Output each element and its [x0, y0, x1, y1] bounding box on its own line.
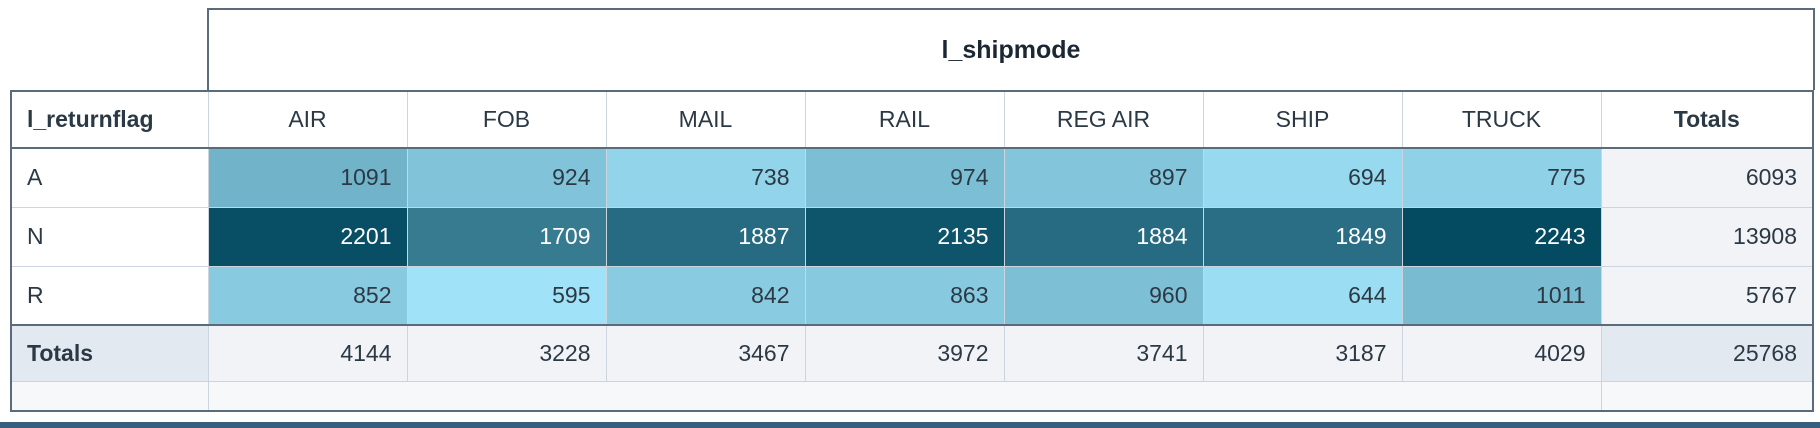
column-header-reg-air: REG AIR	[1003, 90, 1204, 149]
empty-row	[10, 380, 1814, 412]
row-label: R	[10, 265, 209, 326]
row-label: A	[10, 147, 209, 208]
column-total-cell: 4144	[207, 324, 408, 382]
value-cell: 924	[406, 147, 607, 208]
empty-row-cell	[207, 380, 1602, 412]
value-cell: 897	[1003, 147, 1204, 208]
column-header-mail: MAIL	[605, 90, 806, 149]
value-cell: 1709	[406, 206, 607, 267]
column-total-cell: 3741	[1003, 324, 1204, 382]
value-cell: 2201	[207, 206, 408, 267]
value-cell: 694	[1202, 147, 1403, 208]
value-cell: 2135	[804, 206, 1005, 267]
value-cell: 1887	[605, 206, 806, 267]
value-cell: 1849	[1202, 206, 1403, 267]
value-cell: 775	[1401, 147, 1602, 208]
row-dimension-header: l_returnflag	[10, 90, 209, 149]
empty-row-label-cell	[10, 380, 209, 412]
row-label: N	[10, 206, 209, 267]
bottom-accent-bar	[0, 422, 1820, 428]
column-total-cell: 3972	[804, 324, 1005, 382]
column-dimension-label: l_shipmode	[941, 35, 1081, 64]
table-row: A 1091 924 738 974 897 694 775 6093	[10, 147, 1814, 208]
value-cell: 2243	[1401, 206, 1602, 267]
value-cell: 738	[605, 147, 806, 208]
table-row: N 2201 1709 1887 2135 1884 1849 2243 13908	[10, 206, 1814, 267]
column-total-cell: 3467	[605, 324, 806, 382]
value-cell: 960	[1003, 265, 1204, 326]
pivot-table-container: l_shipmode l_returnflag AIR FOB MAIL RAIL RE…	[10, 8, 1815, 412]
value-cell: 1011	[1401, 265, 1602, 326]
column-header-air: AIR	[207, 90, 408, 149]
value-cell: 863	[804, 265, 1005, 326]
value-cell: 842	[605, 265, 806, 326]
table-row: R 852 595 842 863 960 644 1011 5767	[10, 265, 1814, 326]
column-dimension-header: l_shipmode	[207, 8, 1815, 90]
header-row: l_returnflag AIR FOB MAIL RAIL REG AIR SHIP TR…	[10, 90, 1814, 149]
column-total-cell: 3228	[406, 324, 607, 382]
value-cell: 595	[406, 265, 607, 326]
column-total-cell: 4029	[1401, 324, 1602, 382]
column-total-cell: 3187	[1202, 324, 1403, 382]
column-header-fob: FOB	[406, 90, 607, 149]
column-header-rail: RAIL	[804, 90, 1005, 149]
empty-row-totals-cell	[1600, 380, 1814, 412]
value-cell: 1884	[1003, 206, 1204, 267]
column-header-ship: SHIP	[1202, 90, 1403, 149]
row-total-cell: 5767	[1600, 265, 1814, 326]
totals-row-label: Totals	[10, 324, 209, 382]
totals-row: Totals 4144 3228 3467 3972 3741 3187 4029 25768	[10, 324, 1814, 382]
row-total-cell: 6093	[1600, 147, 1814, 208]
column-header-truck: TRUCK	[1401, 90, 1602, 149]
value-cell: 974	[804, 147, 1005, 208]
value-cell: 644	[1202, 265, 1403, 326]
grand-total-cell: 25768	[1600, 324, 1814, 382]
totals-column-header: Totals	[1600, 90, 1814, 149]
row-total-cell: 13908	[1600, 206, 1814, 267]
pivot-table: l_returnflag AIR FOB MAIL RAIL REG AIR SHIP TR…	[10, 90, 1814, 412]
value-cell: 852	[207, 265, 408, 326]
value-cell: 1091	[207, 147, 408, 208]
